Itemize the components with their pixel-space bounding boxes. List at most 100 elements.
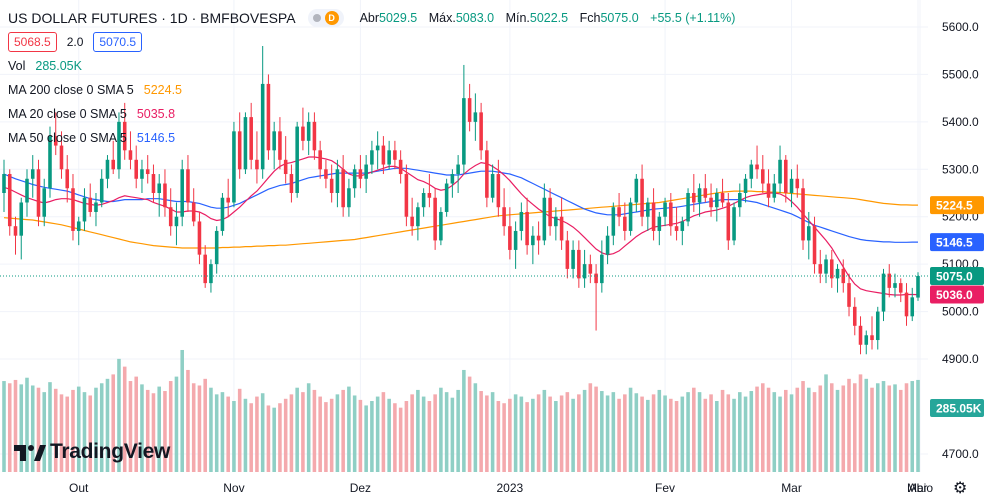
volume-bar xyxy=(623,394,627,472)
candle-body xyxy=(531,235,535,246)
volume-bar xyxy=(881,381,886,472)
volume-bar xyxy=(479,391,483,472)
volume-bar xyxy=(347,386,351,472)
volume-bar xyxy=(134,376,138,472)
candle-body xyxy=(25,178,29,203)
candle-body xyxy=(341,169,345,208)
volume-bar xyxy=(674,401,679,472)
volume-bar xyxy=(450,397,455,472)
candle-body xyxy=(232,131,236,203)
volume-bar xyxy=(151,393,156,472)
volume-bar xyxy=(738,392,742,472)
bid-price-button[interactable]: 5068.5 xyxy=(8,32,57,52)
volume-bar xyxy=(65,396,70,472)
candle-body xyxy=(772,183,777,198)
market-status-pill[interactable]: D xyxy=(307,9,344,27)
volume-bar xyxy=(364,405,368,472)
volume-bar xyxy=(548,396,552,472)
candle-body xyxy=(122,121,127,151)
indicator-ma20[interactable]: MA 20 close 0 SMA 5 5035.8 xyxy=(8,102,743,126)
candle-body xyxy=(709,197,713,208)
candle-body xyxy=(640,178,644,217)
volume-bar xyxy=(2,381,6,472)
volume-bar xyxy=(226,396,230,472)
candle-body xyxy=(347,188,351,208)
candle-body xyxy=(186,169,190,203)
y-tick-label: 4900.0 xyxy=(942,352,979,366)
volume-bar xyxy=(525,402,529,472)
volume-bar xyxy=(893,384,897,472)
candle-body xyxy=(496,174,501,208)
ma20-price-badge-bg xyxy=(930,285,984,304)
indicator-ma50[interactable]: MA 50 close 0 SMA 5 5146.5 xyxy=(8,126,743,150)
ma200-price-badge-bg xyxy=(930,196,984,215)
candle-body xyxy=(48,136,52,189)
volume-bar xyxy=(398,407,403,472)
candle-body xyxy=(318,150,322,170)
ma200-price-badge: 5224.5 xyxy=(936,199,973,213)
volume-bar xyxy=(565,392,570,472)
candle-body xyxy=(611,207,616,236)
candle-body xyxy=(404,174,409,217)
candle-body xyxy=(456,164,460,175)
volume-bar xyxy=(301,392,305,472)
candle-body xyxy=(577,249,581,279)
ma200-label: MA 200 close 0 SMA 5 xyxy=(8,83,134,97)
candle-body xyxy=(726,202,731,241)
candle-body xyxy=(910,297,915,317)
ohlc-values: Abr5029.5 Máx.5083.0 Mín.5022.5 Fch5075.… xyxy=(360,11,744,25)
ma200-line xyxy=(3,190,918,249)
candle-body xyxy=(502,207,506,227)
ask-price-button[interactable]: 5070.5 xyxy=(93,32,143,52)
tradingview-logo[interactable]: TradingView xyxy=(12,440,170,464)
candle-body xyxy=(111,159,116,170)
indicator-volume[interactable]: Vol 285.05K xyxy=(8,54,743,78)
candle-body xyxy=(732,207,736,241)
volume-bar xyxy=(375,396,380,472)
volume-bar xyxy=(789,394,794,472)
indicator-ma200[interactable]: MA 200 close 0 SMA 5 5224.5 xyxy=(8,78,743,102)
candle-body xyxy=(893,283,897,288)
tradingview-logo-text: TradingView xyxy=(50,440,171,463)
candle-body xyxy=(916,276,920,298)
candle-body xyxy=(473,112,478,122)
volume-bar xyxy=(761,383,765,472)
change-value: +55.5 (+1.11%) xyxy=(650,11,736,25)
candle-body xyxy=(163,183,167,208)
volume-bar xyxy=(128,381,133,472)
tradingview-logo-icon xyxy=(14,445,46,461)
volume-bar xyxy=(743,396,748,472)
candle-body xyxy=(416,207,420,227)
volume-bar xyxy=(111,374,116,472)
candle-body xyxy=(600,254,604,284)
x-tick-label: Fev xyxy=(655,481,675,495)
volume-bar xyxy=(806,387,811,472)
candle-body xyxy=(852,306,857,326)
candle-body xyxy=(99,178,104,203)
volume-bar xyxy=(847,378,851,472)
volume-bar xyxy=(910,381,915,472)
y-tick-label: 5500.0 xyxy=(942,67,979,81)
candle-body xyxy=(864,335,869,345)
volume-bar xyxy=(703,398,708,472)
candle-body xyxy=(59,145,64,170)
candle-body xyxy=(387,150,391,165)
volume-bar xyxy=(485,395,489,472)
candle-body xyxy=(94,202,98,212)
symbol-title[interactable]: US DOLLAR FUTURES · 1D · BMFBOVESPA xyxy=(8,10,296,26)
volume-bar xyxy=(191,383,196,472)
volume-bar xyxy=(168,381,173,472)
volume-bar xyxy=(36,387,41,472)
settings-gear-icon[interactable]: ⚙ xyxy=(953,480,968,497)
chart-legend: US DOLLAR FUTURES · 1D · BMFBOVESPA D Ab… xyxy=(8,6,743,150)
candle-body xyxy=(680,221,685,231)
candle-body xyxy=(766,183,771,198)
candle-body xyxy=(88,197,93,212)
open-label: Abr xyxy=(359,11,380,25)
volume-bar xyxy=(640,396,644,472)
volume-bar xyxy=(122,366,127,472)
candle-body xyxy=(157,183,161,193)
candle-body xyxy=(835,268,840,279)
candle-body xyxy=(335,169,340,193)
